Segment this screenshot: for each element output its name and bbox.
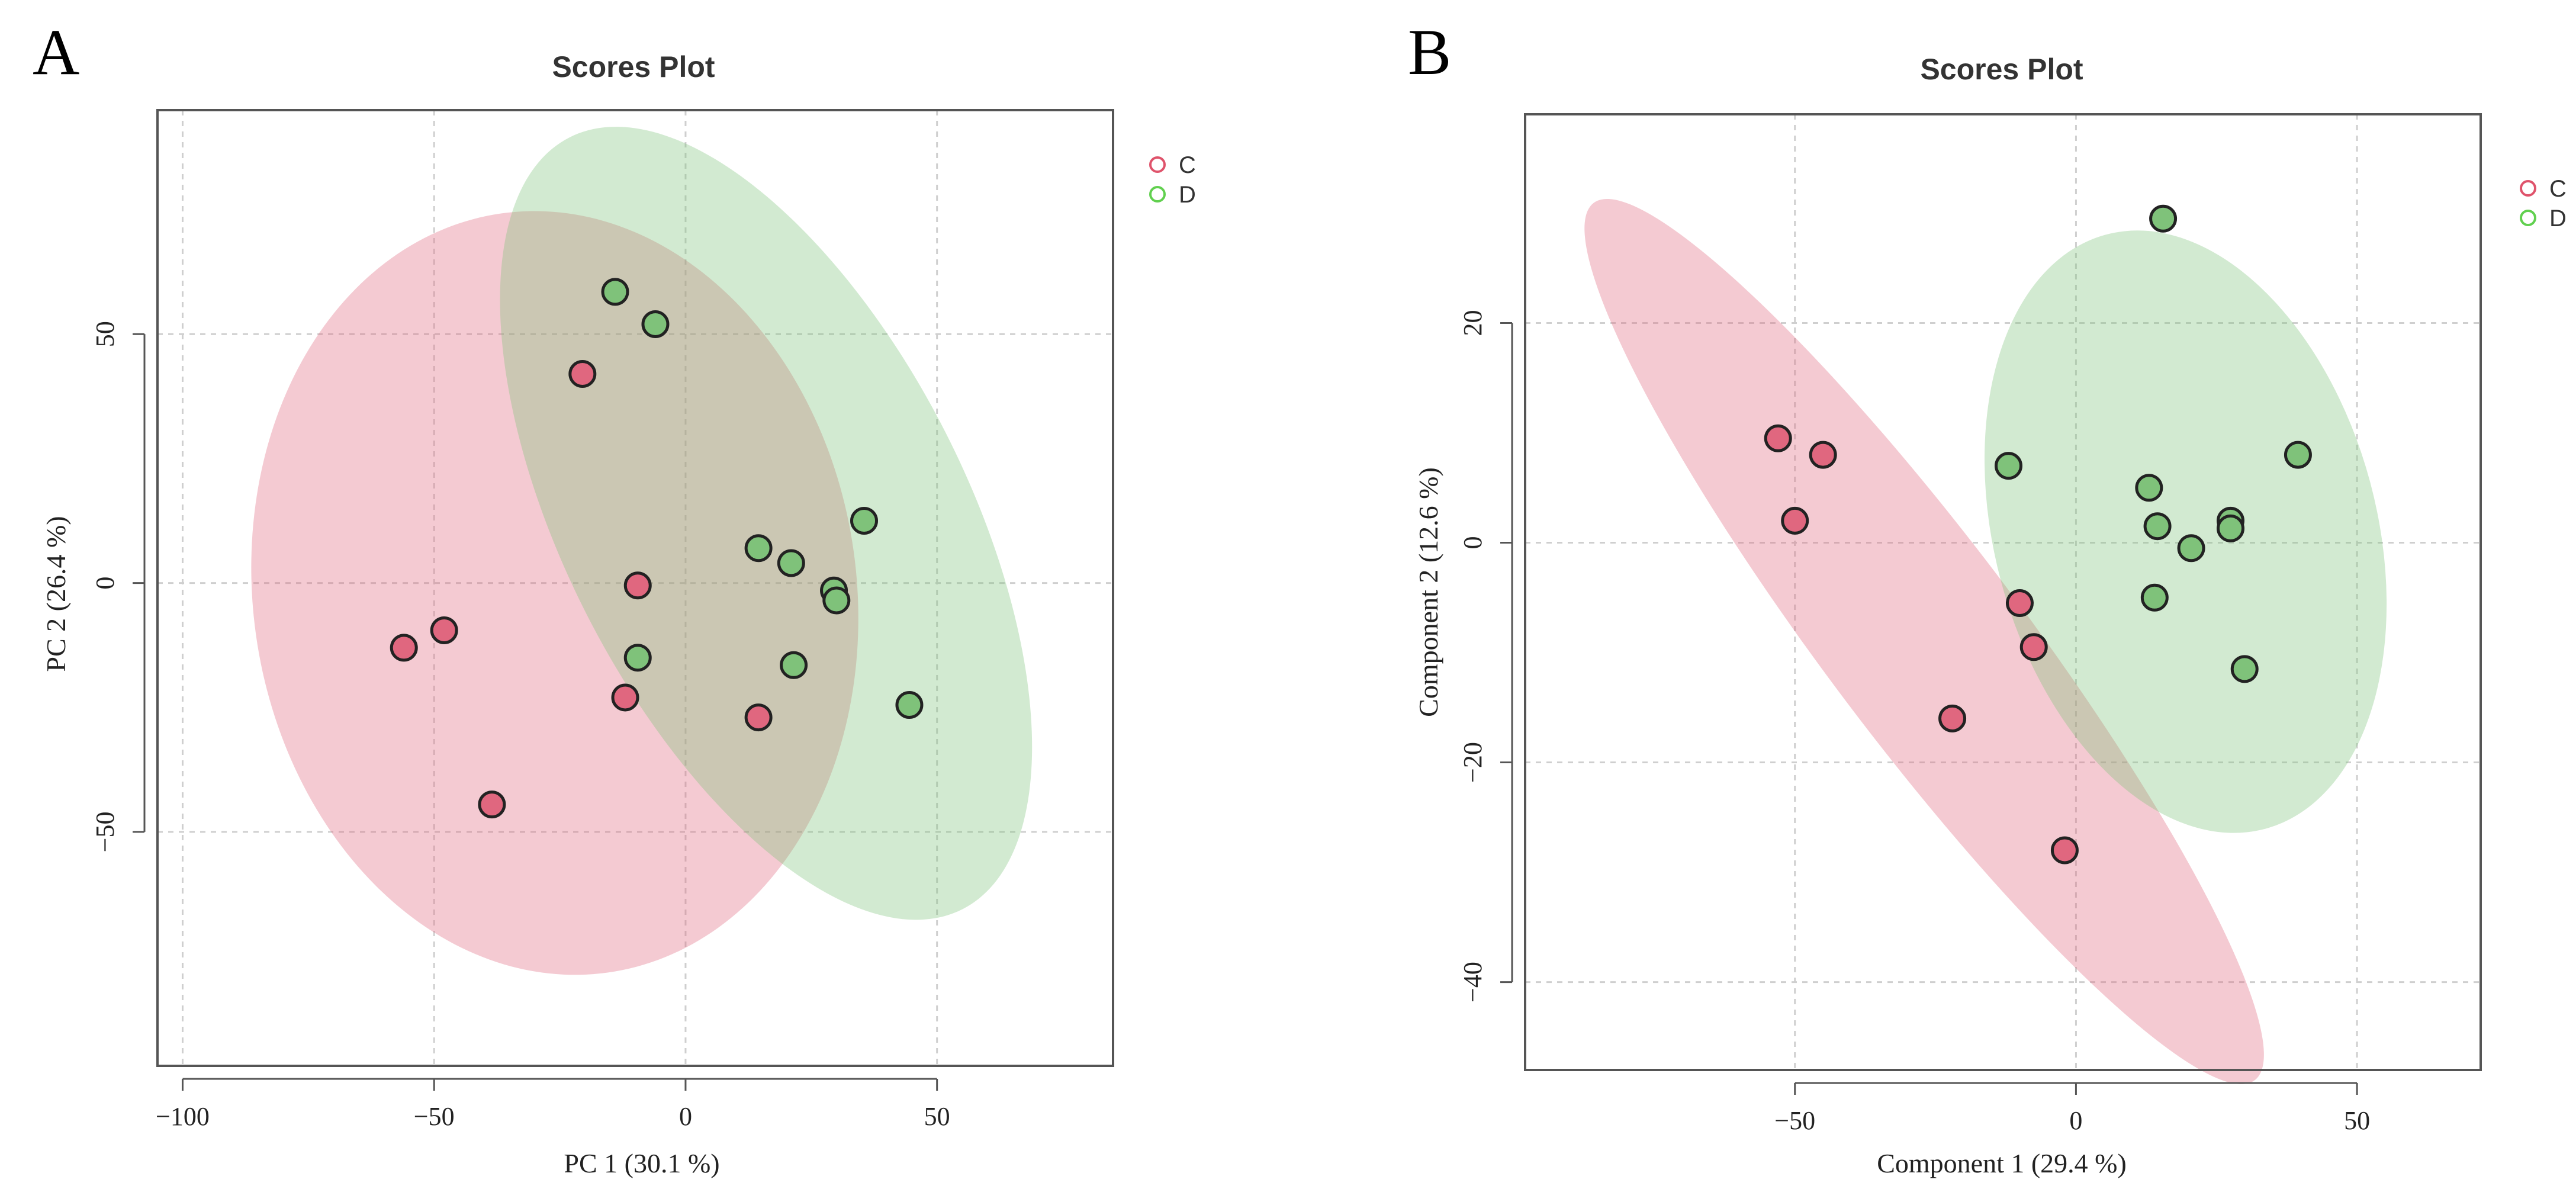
x-tick-label: 0: [679, 1102, 692, 1131]
legend-marker-c: [2520, 180, 2536, 197]
legend-marker-d: [2520, 210, 2536, 226]
x-axis-title: PC 1 (30.1 %): [564, 1148, 719, 1178]
confidence-ellipses: [1584, 198, 2387, 1085]
legend-label-c: C: [1179, 152, 1196, 178]
legend: CD: [2520, 176, 2567, 232]
point-c: [1781, 506, 1809, 535]
point-c: [623, 571, 652, 600]
data-points: [1764, 204, 2312, 865]
y-tick-label: −40: [1458, 962, 1487, 1002]
confidence-ellipses: [251, 127, 1033, 975]
y-axis-title: PC 2 (26.4 %): [41, 516, 71, 671]
point-d: [2135, 474, 2163, 502]
y-axis: −50 0 50: [91, 321, 146, 852]
point-d: [2177, 534, 2205, 563]
legend-label-c: C: [2549, 176, 2567, 202]
x-tick-label: 50: [2344, 1106, 2370, 1135]
x-tick-label: 50: [924, 1102, 950, 1131]
y-tick-label: 0: [91, 577, 120, 590]
point-c: [430, 616, 458, 644]
point-d: [780, 651, 808, 679]
y-tick-label: 50: [91, 321, 120, 347]
panel-letter: A: [33, 16, 79, 88]
point-c: [2019, 633, 2048, 661]
plot-frame: [1524, 113, 2482, 1071]
y-tick-label: −20: [1458, 742, 1487, 783]
point-d: [895, 691, 924, 719]
point-d: [2284, 441, 2312, 469]
chart-title: Scores Plot: [552, 50, 715, 83]
point-c: [2005, 589, 2034, 618]
point-c: [568, 360, 597, 388]
point-c: [2050, 836, 2079, 865]
point-d: [2140, 583, 2169, 612]
point-c: [1764, 424, 1792, 452]
point-d: [2217, 514, 2245, 542]
x-tick-label: −100: [156, 1102, 210, 1131]
point-c: [744, 703, 773, 732]
y-axis: −40 −20 0 20: [1458, 310, 1513, 1002]
ellipse-d: [1985, 230, 2387, 833]
ellipse-c: [251, 211, 858, 975]
x-axis: −100 −50 0 50: [156, 1078, 950, 1131]
x-tick-label: 0: [2069, 1106, 2082, 1135]
legend-label-d: D: [2549, 205, 2567, 232]
point-d: [641, 310, 670, 338]
x-axis-title: Component 1 (29.4 %): [1877, 1148, 2127, 1178]
data-points: [390, 278, 924, 819]
y-tick-label: 0: [1458, 536, 1487, 549]
point-d: [601, 278, 629, 306]
point-c: [1938, 704, 1967, 732]
point-c: [611, 683, 639, 712]
x-axis: −50 0 50: [1774, 1082, 2370, 1135]
point-c: [390, 634, 418, 662]
panel-letter: B: [1408, 16, 1451, 88]
legend-label-d: D: [1179, 182, 1196, 208]
chart-title: Scores Plot: [1920, 53, 2083, 86]
ellipse-d: [500, 127, 1033, 920]
point-d: [2143, 512, 2172, 541]
point-d: [623, 644, 652, 672]
point-d: [2230, 655, 2259, 683]
point-c: [478, 790, 506, 819]
plot-frame: [156, 109, 1114, 1067]
ellipse-c: [1584, 198, 2264, 1085]
point-d: [2149, 204, 2178, 233]
point-d: [822, 586, 851, 615]
point-d: [850, 507, 879, 535]
point-d: [777, 549, 805, 577]
legend: CD: [1149, 152, 1196, 208]
y-tick-label: 20: [1458, 310, 1487, 336]
legend-marker-d: [1149, 186, 1166, 203]
x-tick-label: −50: [414, 1102, 455, 1131]
y-tick-label: −50: [91, 811, 120, 852]
point-d: [744, 534, 773, 563]
panel-a: A Scores Plot −100 −50 0 50 −50 0 50 PC 1 (30…: [33, 16, 1196, 1178]
panel-b: B Scores Plot −50 0 50 −40 −20 0 20 Component…: [1408, 16, 2567, 1178]
point-c: [1809, 441, 1837, 469]
y-axis-title: Component 2 (12.6 %): [1413, 467, 1443, 717]
legend-marker-c: [1149, 156, 1166, 173]
point-d: [1994, 452, 2022, 480]
x-tick-label: −50: [1774, 1106, 1815, 1135]
